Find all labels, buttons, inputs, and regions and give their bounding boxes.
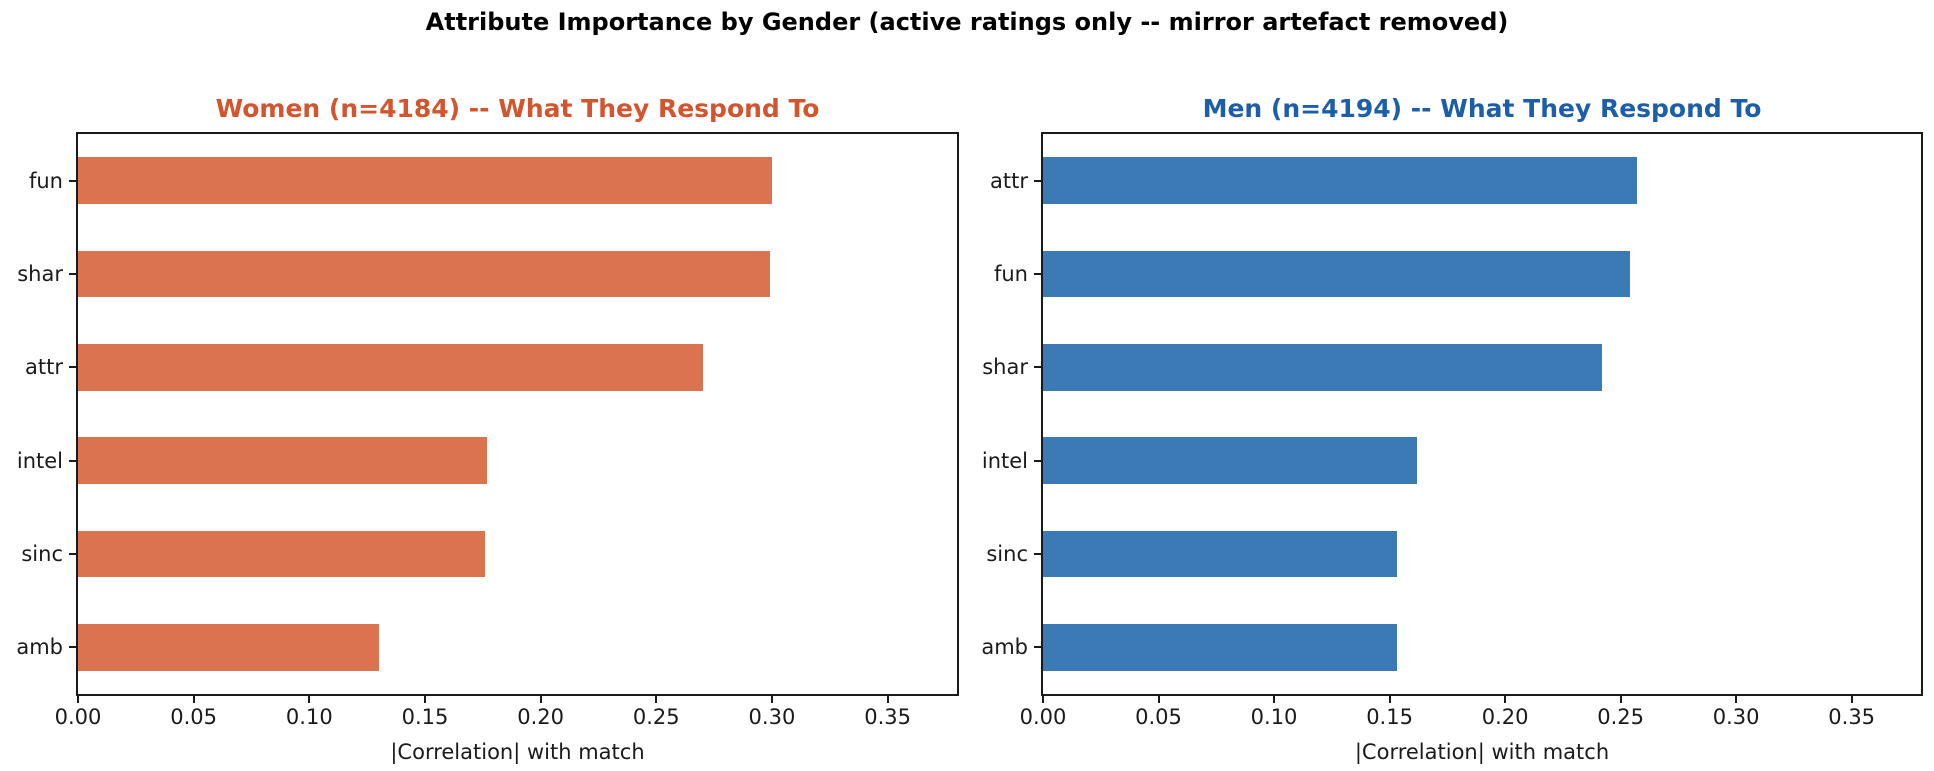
xtick-mark-0.30 — [1735, 694, 1738, 703]
xtick-label-0.25: 0.25 — [632, 705, 680, 729]
xtick-label-0.35: 0.35 — [1828, 705, 1876, 729]
women-chart-plot-area: Women (n=4184) -- What They Respond To f… — [16, 94, 959, 764]
xtick-mark-0.05 — [1157, 694, 1160, 703]
xtick-label-0.00: 0.00 — [54, 705, 102, 729]
bar-sinc — [78, 530, 486, 578]
xtick-mark-0.20 — [539, 694, 542, 703]
xtick-label-0.10: 0.10 — [1250, 705, 1298, 729]
ytick-label-amb: amb — [981, 635, 1028, 660]
xtick-mark-0.35 — [1850, 694, 1853, 703]
ytick-label-sinc: sinc — [21, 542, 63, 566]
xtick-mark-0.00 — [77, 694, 79, 703]
ytick-mark-intel — [1034, 459, 1043, 462]
xtick-label-0.10: 0.10 — [285, 705, 333, 729]
bar-shar — [1043, 344, 1603, 391]
ytick-mark-amb — [1034, 646, 1043, 649]
xtick-label-0.05: 0.05 — [1135, 705, 1182, 729]
men-chart-title: Men (n=4194) -- What They Respond To — [1202, 94, 1762, 123]
ytick-label-intel: intel — [981, 448, 1028, 473]
xtick-label-0.20: 0.20 — [1481, 705, 1529, 729]
xtick-mark-0.15 — [1388, 694, 1391, 703]
ytick-mark-attr — [1034, 179, 1043, 182]
ytick-mark-fun — [1034, 273, 1043, 275]
ytick-mark-shar — [69, 273, 78, 275]
xtick-mark-0.10 — [1273, 694, 1276, 703]
xtick-mark-0.25 — [1619, 694, 1622, 703]
bar-amb — [1043, 624, 1397, 671]
ytick-label-sinc: sinc — [986, 542, 1028, 566]
ytick-mark-shar — [1034, 366, 1043, 369]
xtick-label-0.15: 0.15 — [1366, 705, 1413, 729]
xtick-label-0.25: 0.25 — [1597, 705, 1644, 729]
xtick-mark-0.05 — [192, 694, 195, 703]
ytick-label-shar: shar — [17, 262, 63, 286]
ytick-mark-sinc — [1034, 553, 1043, 555]
bar-fun — [1043, 250, 1630, 298]
xtick-label-0.15: 0.15 — [401, 705, 449, 729]
ytick-mark-amb — [69, 646, 78, 649]
men-chart-plot-area: Men (n=4194) -- What They Respond To att… — [981, 94, 1923, 764]
bar-shar — [78, 250, 770, 298]
xtick-label-0.30: 0.30 — [1712, 705, 1760, 729]
ytick-label-fun: fun — [993, 262, 1028, 286]
xtick-label-0.05: 0.05 — [170, 705, 218, 729]
xtick-label-0.30: 0.30 — [748, 705, 796, 729]
xtick-mark-0.20 — [1504, 694, 1507, 703]
xtick-mark-0.30 — [770, 694, 773, 703]
xtick-label-0.20: 0.20 — [517, 705, 564, 729]
bar-fun — [78, 157, 772, 204]
bar-amb — [78, 624, 379, 671]
bar-sinc — [1043, 530, 1397, 578]
xtick-mark-0.10 — [308, 694, 311, 703]
xtick-mark-0.25 — [655, 694, 658, 703]
xtick-mark-0.15 — [423, 694, 426, 703]
xtick-label-0.35: 0.35 — [864, 705, 911, 729]
ytick-mark-intel — [69, 459, 78, 462]
ytick-label-amb: amb — [16, 635, 63, 660]
xtick-mark-0.00 — [1042, 694, 1044, 703]
xtick-mark-0.35 — [886, 694, 889, 703]
x-axis-label: |Correlation| with match — [1354, 740, 1610, 764]
ytick-label-fun: fun — [28, 168, 63, 193]
ytick-label-attr: attr — [990, 168, 1028, 193]
bar-attr — [78, 344, 703, 391]
ytick-mark-fun — [69, 179, 78, 182]
ytick-label-shar: shar — [982, 355, 1028, 380]
bar-intel — [1043, 437, 1418, 484]
figure-title: Attribute Importance by Gender (active r… — [425, 8, 1509, 36]
bar-attr — [1043, 157, 1637, 204]
x-axis-label: |Correlation| with match — [390, 740, 645, 764]
ytick-label-intel: intel — [16, 448, 63, 473]
bar-intel — [78, 437, 488, 484]
ytick-mark-sinc — [69, 553, 78, 555]
xtick-label-0.00: 0.00 — [1019, 705, 1067, 729]
ytick-label-attr: attr — [25, 355, 63, 380]
women-chart-title: Women (n=4184) -- What They Respond To — [215, 94, 820, 123]
ytick-mark-attr — [69, 366, 78, 369]
